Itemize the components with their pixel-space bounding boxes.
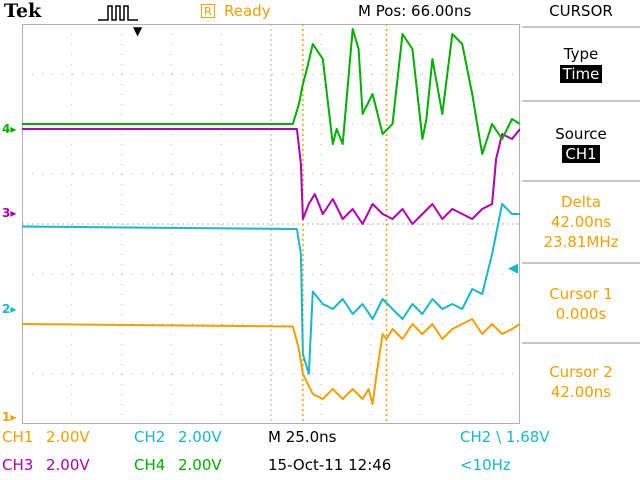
- menu-divider: [522, 100, 640, 102]
- ch2-ground-marker[interactable]: 2▸: [2, 302, 17, 316]
- menu-divider: [522, 26, 640, 28]
- type-label: Type: [563, 45, 599, 63]
- brand-logo: Tek: [4, 0, 42, 22]
- channel-readouts: CH1 2.00V CH2 2.00V M 25.0ns CH2 \ 1.68V…: [0, 424, 640, 480]
- graticule: [22, 24, 520, 424]
- menu-divider: [522, 262, 640, 264]
- source-label: Source: [555, 125, 607, 143]
- trigger-frequency: <10Hz: [460, 456, 511, 474]
- ch3-scale: 2.00V: [46, 456, 90, 474]
- cursor2-value: 42.00ns: [550, 383, 612, 401]
- trigger-position-arrow-icon: ▼: [133, 24, 143, 38]
- cursor1-readout[interactable]: Cursor 1 0.000s: [522, 284, 640, 324]
- ch2-trace: [22, 203, 520, 375]
- cursor2-label: Cursor 2: [549, 363, 613, 381]
- ch3-trace: [22, 128, 520, 225]
- ch1-scale: 2.00V: [46, 428, 90, 446]
- cursor1-value: 0.000s: [555, 305, 607, 323]
- ch4-ground-marker[interactable]: 4▸: [2, 122, 17, 136]
- trigger-readout: CH2 \ 1.68V: [460, 428, 550, 446]
- status-bar: Tek R Ready M Pos: 66.00ns: [0, 0, 520, 24]
- cursor-menu: CURSOR Type Time Source CH1 Delta 42.00n…: [522, 0, 640, 480]
- delta-label: Delta: [560, 193, 602, 211]
- ch4-trace: [22, 28, 520, 155]
- date-time: 15-Oct-11 12:46: [268, 456, 392, 474]
- type-button[interactable]: Type Time: [522, 44, 640, 83]
- ch1-name: CH1: [2, 428, 34, 446]
- trigger-pulse-icon: [98, 5, 138, 21]
- ch3-name: CH3: [2, 456, 34, 474]
- type-value: Time: [559, 65, 603, 83]
- menu-divider: [522, 180, 640, 182]
- delta-frequency: 23.81MHz: [543, 233, 619, 251]
- source-value: CH1: [562, 145, 600, 163]
- ch1-trace: [22, 318, 520, 405]
- menu-divider: [522, 342, 640, 344]
- waveform-display: [22, 24, 520, 424]
- delta-readout: Delta 42.00ns 23.81MHz: [522, 192, 640, 252]
- menu-title: CURSOR: [549, 2, 613, 20]
- ch3-ground-marker[interactable]: 3▸: [2, 206, 17, 220]
- ch1-ground-marker[interactable]: 1▸: [2, 410, 17, 424]
- delta-time: 42.00ns: [550, 213, 612, 231]
- ch2-scale: 2.00V: [178, 428, 222, 446]
- timebase: M 25.0ns: [268, 428, 337, 446]
- ch4-name: CH4: [134, 456, 166, 474]
- trigger-level-arrow-icon: ◀: [508, 261, 518, 276]
- source-button[interactable]: Source CH1: [522, 124, 640, 163]
- ch2-name: CH2: [134, 428, 166, 446]
- run-status-icon: R: [201, 4, 215, 18]
- run-status: Ready: [224, 2, 271, 20]
- horizontal-position[interactable]: M Pos: 66.00ns: [358, 2, 472, 20]
- ch4-scale: 2.00V: [178, 456, 222, 474]
- cursor1-label: Cursor 1: [549, 285, 613, 303]
- cursor2-readout[interactable]: Cursor 2 42.00ns: [522, 362, 640, 402]
